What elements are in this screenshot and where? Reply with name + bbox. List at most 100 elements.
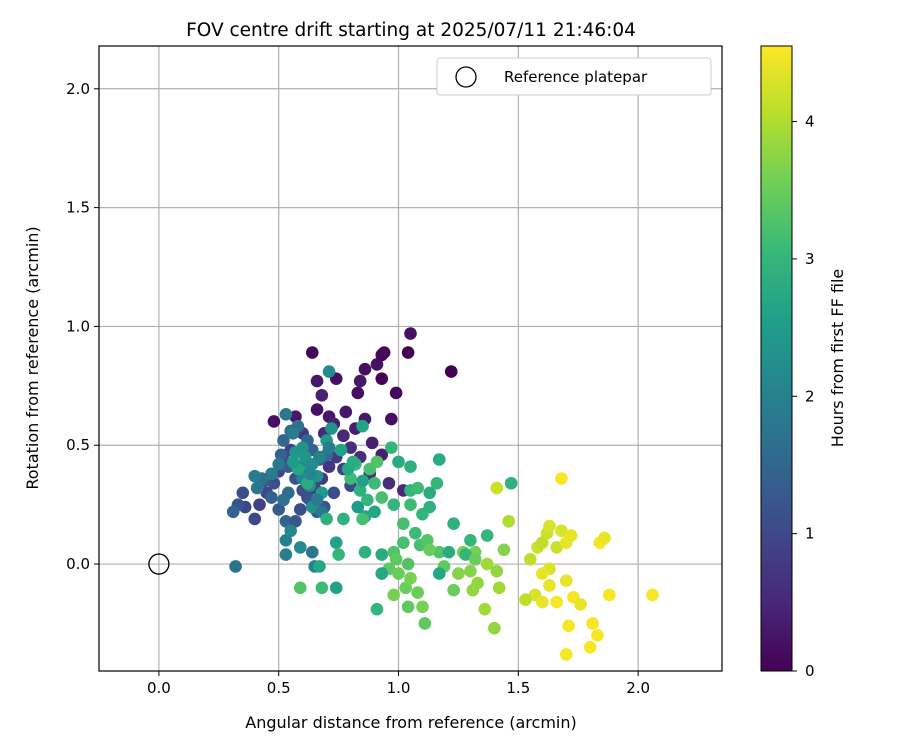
data-point: [401, 557, 415, 571]
y-tick-label: 1.0: [66, 317, 90, 335]
data-point: [279, 548, 293, 561]
data-point: [248, 512, 262, 526]
data-point: [447, 583, 460, 597]
data-point: [301, 476, 314, 490]
data-point: [404, 572, 417, 585]
data-point: [401, 346, 415, 359]
data-point: [320, 512, 333, 526]
y-tick-label: 2.0: [66, 80, 90, 98]
data-point: [289, 514, 302, 528]
data-point: [591, 629, 604, 642]
data-point: [356, 512, 369, 526]
data-point: [310, 493, 324, 507]
data-point: [358, 545, 372, 559]
data-point: [296, 441, 309, 454]
colorbar-gradient: [760, 45, 793, 672]
data-point: [329, 536, 343, 549]
data-point: [397, 536, 410, 549]
data-point: [361, 493, 374, 507]
data-point: [279, 514, 293, 528]
data-point: [411, 481, 424, 495]
chart-title: FOV centre drift starting at 2025/07/11 …: [186, 20, 636, 41]
legend-box: [436, 57, 712, 96]
data-point: [334, 443, 348, 457]
data-point: [267, 415, 281, 428]
data-point: [432, 453, 446, 466]
colorbar: 0 1 2 3 4 Hours from first FF file: [760, 45, 847, 680]
data-point: [289, 410, 302, 424]
data-point: [346, 455, 360, 469]
data-point: [303, 467, 317, 481]
data-point: [226, 505, 240, 519]
data-point: [392, 455, 405, 469]
x-tick-label: 0.5: [267, 679, 291, 697]
data-point: [502, 514, 516, 528]
plot-area-frame: [98, 45, 723, 672]
data-point: [404, 498, 417, 511]
data-point: [375, 372, 389, 385]
data-point: [504, 476, 518, 490]
data-point: [423, 486, 436, 500]
data-point: [564, 529, 578, 542]
data-point: [332, 548, 345, 561]
data-point: [535, 536, 549, 549]
data-point: [370, 602, 384, 616]
data-point: [478, 602, 492, 616]
data-point: [466, 583, 480, 597]
data-point: [337, 429, 350, 443]
data-point: [480, 557, 494, 571]
data-point: [550, 595, 563, 609]
axis-ticks: 0.0 0.5 1.0 1.5 2.0 0.0 0.5 1.0 1.5 2.0: [66, 80, 650, 697]
x-tick-label: 0.0: [147, 679, 171, 697]
colorbar-tick-label: 0: [805, 662, 815, 680]
data-point: [351, 500, 365, 514]
colorbar-tick-label: 1: [805, 525, 815, 543]
data-point: [543, 579, 556, 592]
colorbar-label: Hours from first FF file: [828, 269, 847, 448]
data-point: [418, 617, 432, 630]
data-point: [524, 553, 537, 566]
data-point: [315, 389, 329, 402]
data-point: [353, 484, 367, 497]
colorbar-tick-label: 3: [805, 250, 815, 268]
y-tick-label: 0.5: [66, 436, 90, 454]
data-point: [315, 581, 329, 595]
data-point: [535, 595, 549, 609]
data-point: [389, 553, 403, 566]
data-point: [322, 460, 336, 473]
data-point: [447, 517, 460, 530]
data-point: [368, 505, 381, 519]
data-point: [603, 588, 616, 602]
data-point: [322, 441, 336, 454]
data-point: [430, 476, 444, 490]
y-tick-label: 1.5: [66, 199, 90, 217]
data-point: [492, 581, 506, 595]
colorbar-ticks: 0 1 2 3 4: [792, 113, 815, 680]
data-point: [229, 560, 242, 573]
data-point: [286, 455, 300, 469]
data-point: [559, 648, 573, 661]
data-point: [404, 327, 417, 340]
reference-platepar-marker: [148, 553, 170, 575]
x-tick-label: 1.5: [506, 679, 530, 697]
data-point: [356, 419, 369, 433]
data-point: [387, 588, 401, 602]
data-point: [555, 472, 568, 485]
data-point: [313, 450, 326, 464]
data-point: [399, 581, 413, 595]
data-point: [468, 553, 482, 566]
data-point: [586, 617, 599, 630]
data-point: [337, 512, 350, 526]
data-point: [401, 600, 415, 614]
x-tick-label: 1.0: [387, 679, 411, 697]
data-point: [562, 619, 575, 633]
data-point: [423, 543, 436, 557]
data-point: [305, 346, 319, 359]
data-point: [497, 543, 511, 557]
data-point: [329, 581, 343, 595]
data-point: [464, 564, 477, 578]
data-point: [310, 374, 324, 388]
data-point: [310, 403, 324, 416]
data-point: [480, 529, 494, 542]
